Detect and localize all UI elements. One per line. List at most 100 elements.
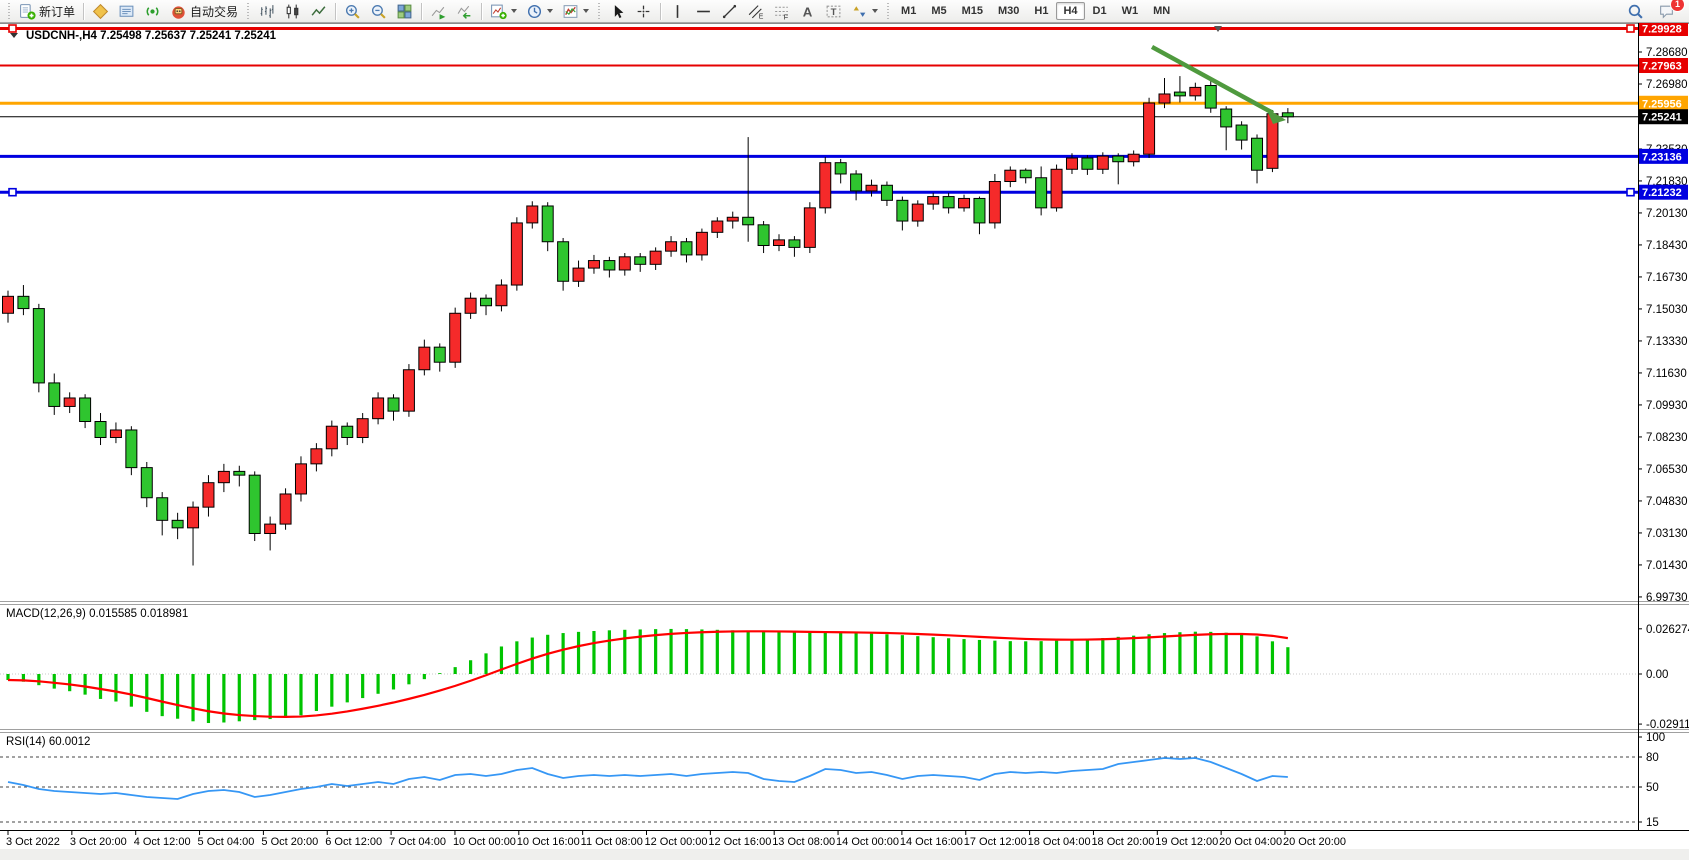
- toolbar-separator: [660, 2, 662, 20]
- line-chart-button[interactable]: [306, 1, 331, 22]
- rsi-panel: 100 80 50 15 RSI(14) 60.0012: [0, 732, 1665, 829]
- candle-up: [711, 220, 724, 233]
- time-tick-label: 18 Oct 20:00: [1091, 836, 1154, 848]
- trendline-icon: [721, 3, 738, 20]
- line-handle[interactable]: [1626, 187, 1635, 197]
- candle-up: [1065, 157, 1078, 170]
- candle-down: [1281, 112, 1294, 118]
- price-badge: [1639, 184, 1688, 200]
- timeframe-button-h4[interactable]: H4: [1056, 2, 1085, 20]
- timeframe-button-m30[interactable]: M30: [998, 5, 1020, 17]
- time-tick-label: 10 Oct 00:00: [453, 836, 516, 848]
- price-axis: 7.286807.269807.235307.218307.201307.184…: [1638, 23, 1688, 604]
- time-tick-label: 14 Oct 16:00: [900, 836, 963, 848]
- candle-down: [1019, 169, 1032, 179]
- zoom-in-button[interactable]: [340, 1, 365, 22]
- toolbar-grip[interactable]: [597, 3, 602, 19]
- market-watch-button[interactable]: [88, 1, 113, 22]
- candle-up: [695, 231, 708, 256]
- crosshair-button[interactable]: [631, 1, 656, 22]
- candle-down: [557, 241, 570, 282]
- candle-down: [17, 295, 30, 310]
- chart-menu-icon[interactable]: [10, 33, 18, 38]
- chevron-down-icon[interactable]: [547, 9, 554, 13]
- vertical-line-button[interactable]: [665, 1, 690, 22]
- zoom-out-button[interactable]: [366, 1, 391, 22]
- panel-frame: [0, 23, 1689, 860]
- price-tick-label: 7.18430: [1646, 240, 1688, 252]
- cursor-icon: [609, 3, 626, 20]
- timeframe-button-m1[interactable]: M1: [901, 5, 917, 17]
- price-tick-label: 7.13330: [1646, 336, 1688, 348]
- notifications-button[interactable]: 1: [1654, 0, 1685, 22]
- toolbar-grip[interactable]: [7, 3, 11, 19]
- timeframe-button-h1[interactable]: H1: [1034, 5, 1049, 17]
- candle-down: [896, 199, 909, 222]
- timeframe-button-d1[interactable]: D1: [1092, 5, 1107, 17]
- chart-shift-button[interactable]: [452, 1, 477, 22]
- toolbar-grip[interactable]: [246, 3, 251, 19]
- new-chart-button[interactable]: [486, 1, 521, 22]
- auto-scroll-button[interactable]: [426, 1, 451, 22]
- price-badge-label: 7.23136: [1642, 151, 1682, 163]
- toolbar-grip[interactable]: [886, 3, 891, 19]
- channel-button[interactable]: E: [743, 1, 768, 22]
- timeframe-button-m15[interactable]: M15: [961, 5, 983, 17]
- chart-shift-marker[interactable]: [1214, 26, 1222, 32]
- candle-down: [942, 196, 955, 209]
- candle-down: [32, 308, 45, 384]
- periods-button[interactable]: [522, 1, 557, 22]
- chevron-down-icon[interactable]: [583, 9, 590, 13]
- bar-chart-button[interactable]: [254, 1, 279, 22]
- time-tick-label: 4 Oct 12:00: [134, 836, 191, 848]
- price-tick-label: 7.01430: [1646, 560, 1688, 572]
- chart-canvas[interactable]: 7.286807.269807.235307.218307.201307.184…: [0, 23, 1689, 860]
- price-badge: [1639, 148, 1688, 164]
- trend-arrow-annotation[interactable]: [1150, 44, 1286, 125]
- candle-down: [1235, 124, 1248, 141]
- fibonacci-button[interactable]: F: [769, 1, 794, 22]
- autotrading-button[interactable]: 自动交易: [166, 1, 242, 22]
- text-label-button[interactable]: T: [821, 1, 846, 22]
- search-button[interactable]: [1623, 1, 1648, 22]
- price-tick-label: 7.28680: [1646, 47, 1688, 59]
- line-handle[interactable]: [8, 187, 17, 197]
- time-tick-label: 18 Oct 04:00: [1028, 836, 1091, 848]
- navigator-button[interactable]: [140, 1, 165, 22]
- timeframe-button-w1[interactable]: W1: [1121, 5, 1139, 17]
- candle-down: [757, 224, 770, 247]
- horizontal-line-button[interactable]: [691, 1, 716, 22]
- time-axis[interactable]: 3 Oct 2022 3 Oct 20:00 4 Oct 12:00 5 Oct 04…: [6, 830, 1346, 848]
- indicators-button[interactable]: [558, 1, 593, 22]
- text-button[interactable]: A: [795, 1, 820, 22]
- tile-windows-icon: [396, 3, 413, 20]
- time-tick-label: 7 Oct 04:00: [389, 836, 446, 848]
- candle-up: [372, 397, 385, 420]
- candle-up: [63, 397, 76, 407]
- candle-up: [618, 256, 631, 271]
- candle-chart-button[interactable]: [280, 1, 305, 22]
- line-handle[interactable]: [8, 24, 17, 33]
- text-icon: A: [799, 3, 816, 20]
- toolbar-separator: [481, 2, 483, 20]
- timeframe-button-mn[interactable]: MN: [1153, 5, 1171, 17]
- rsi-line: [7, 757, 1288, 800]
- timeframe-button-m5[interactable]: M5: [931, 5, 947, 17]
- new-order-button[interactable]: 新订单: [15, 1, 79, 22]
- tile-windows-button[interactable]: [392, 1, 417, 22]
- rsi-axis-label: 50: [1646, 782, 1659, 794]
- svg-text:T: T: [831, 7, 837, 18]
- equidistant-channel-icon: E: [747, 3, 764, 20]
- cursor-button[interactable]: [605, 1, 630, 22]
- data-window-button[interactable]: [114, 1, 139, 22]
- arrows-button[interactable]: [847, 1, 882, 22]
- trendline-button[interactable]: [717, 1, 742, 22]
- chevron-down-icon[interactable]: [872, 9, 879, 13]
- line-handle[interactable]: [1626, 24, 1635, 33]
- chevron-down-icon[interactable]: [511, 9, 518, 13]
- toolbar-separator: [421, 2, 423, 20]
- candle-down: [94, 421, 107, 439]
- price-badge-label: 7.25956: [1642, 98, 1682, 110]
- candle-up: [510, 222, 523, 286]
- clock-icon: [526, 3, 543, 20]
